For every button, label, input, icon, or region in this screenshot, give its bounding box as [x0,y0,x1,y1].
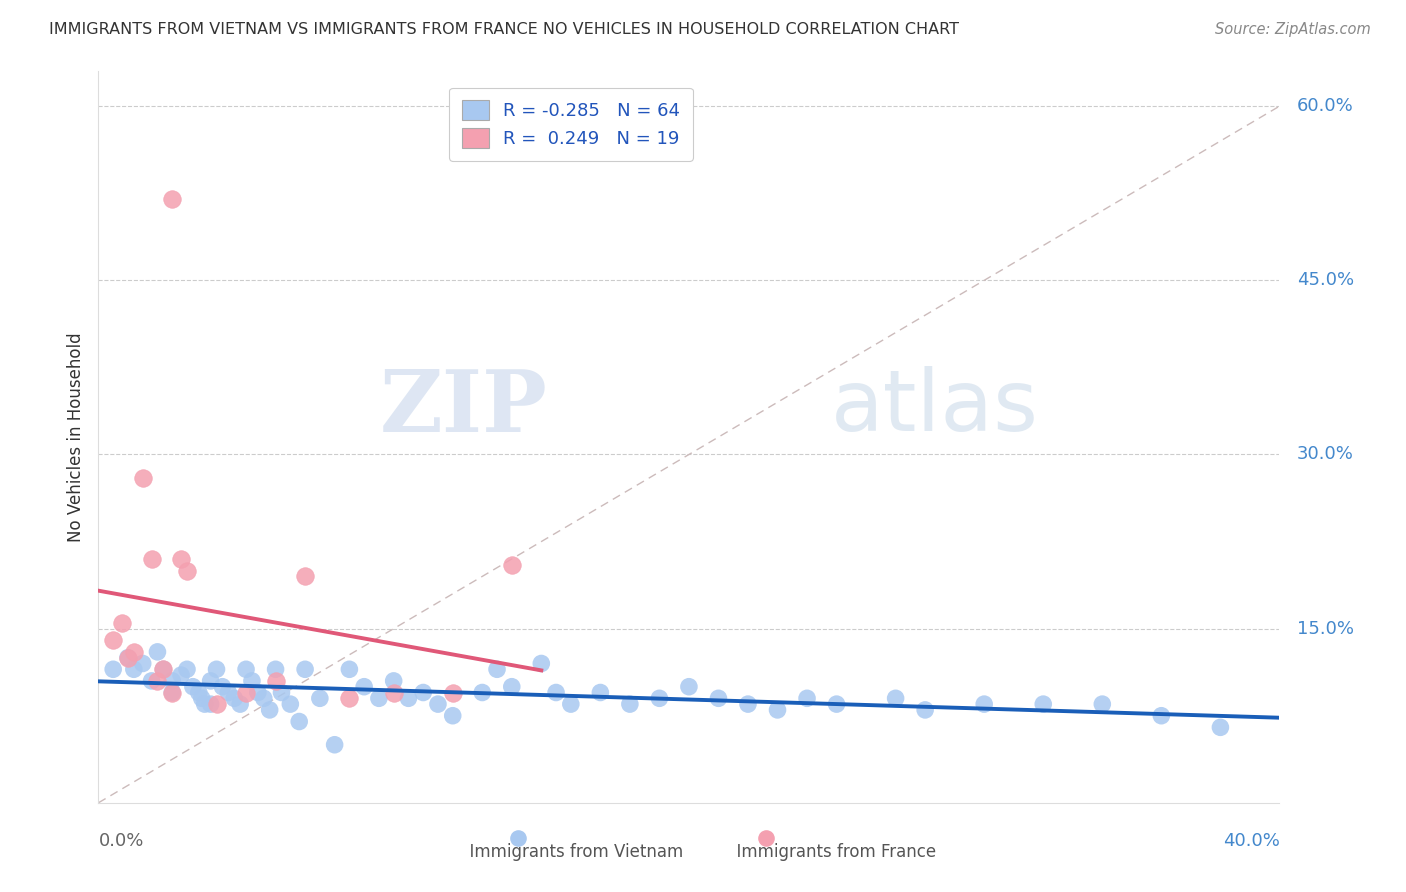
Point [117,650,139,665]
Point [117,650,139,665]
Point [766,703,789,717]
Point [141,552,163,566]
Point [162,685,183,699]
Point [211,680,233,694]
Point [737,697,759,711]
Point [825,697,848,711]
Point [648,691,671,706]
Point [270,685,292,699]
Point [141,673,163,688]
Point [176,564,198,578]
Text: 45.0%: 45.0% [1298,271,1354,289]
Point [796,691,818,706]
Point [240,673,263,688]
Point [200,697,222,711]
Point [382,685,405,699]
Point [412,685,434,699]
Legend: R = -0.285   N = 64, R =  0.249   N = 19: R = -0.285 N = 64, R = 0.249 N = 19 [449,87,693,161]
Text: 15.0%: 15.0% [1298,620,1354,638]
Point [427,697,450,711]
Point [1136,851,1159,865]
Point [152,662,174,676]
Point [294,569,316,583]
Point [368,691,391,706]
Point [132,471,155,485]
Point [187,685,209,699]
Point [253,691,276,706]
Point [441,708,464,723]
Point [235,685,257,699]
Point [707,691,730,706]
Point [1091,697,1114,711]
Point [162,192,183,206]
Point [132,657,155,671]
Point [589,685,612,699]
Point [191,691,214,706]
Point [530,657,553,671]
Point [181,680,204,694]
Point [280,697,302,711]
Point [678,680,700,694]
Point [103,633,125,648]
Text: Source: ZipAtlas.com: Source: ZipAtlas.com [1215,22,1371,37]
Point [229,697,252,711]
Point [152,662,174,676]
Point [546,685,568,699]
Point [205,697,228,711]
Point [619,697,641,711]
Point [259,703,281,717]
Y-axis label: No Vehicles in Household: No Vehicles in Household [66,332,84,542]
Text: 0.0%: 0.0% [98,832,143,850]
Point [246,685,269,699]
Point [339,662,361,676]
Point [146,673,169,688]
Point [122,645,145,659]
Point [103,662,125,676]
Point [176,662,198,676]
Point [339,691,361,706]
Point [111,615,134,630]
Point [1150,708,1173,723]
Point [441,685,464,699]
Point [264,673,287,688]
Point [162,673,183,688]
Point [235,662,257,676]
Point [501,558,523,572]
Point [884,691,907,706]
Point [973,697,995,711]
Point [170,668,193,682]
Point [501,680,523,694]
Point [309,691,332,706]
Point [486,662,509,676]
Point [162,685,183,699]
Point [560,697,582,711]
Text: Immigrants from Vietnam: Immigrants from Vietnam [458,843,683,861]
Point [217,685,239,699]
Point [146,645,169,659]
Point [1032,697,1054,711]
Point [294,662,316,676]
Point [288,714,311,729]
Text: 60.0%: 60.0% [1298,97,1354,115]
Point [353,680,375,694]
Point [471,685,494,699]
Point [1209,720,1232,734]
Text: ZIP: ZIP [380,366,547,450]
Point [200,673,222,688]
Text: 30.0%: 30.0% [1298,445,1354,464]
Point [323,738,346,752]
Text: Immigrants from France: Immigrants from France [725,843,936,861]
Point [194,697,217,711]
Text: atlas: atlas [831,367,1039,450]
Point [224,691,246,706]
Point [205,662,228,676]
Text: IMMIGRANTS FROM VIETNAM VS IMMIGRANTS FROM FRANCE NO VEHICLES IN HOUSEHOLD CORRE: IMMIGRANTS FROM VIETNAM VS IMMIGRANTS FR… [49,22,959,37]
Point [382,673,405,688]
Point [398,691,420,706]
Point [122,662,145,676]
Point [914,703,936,717]
Text: 40.0%: 40.0% [1223,832,1279,850]
Point [264,662,287,676]
Point [170,552,193,566]
